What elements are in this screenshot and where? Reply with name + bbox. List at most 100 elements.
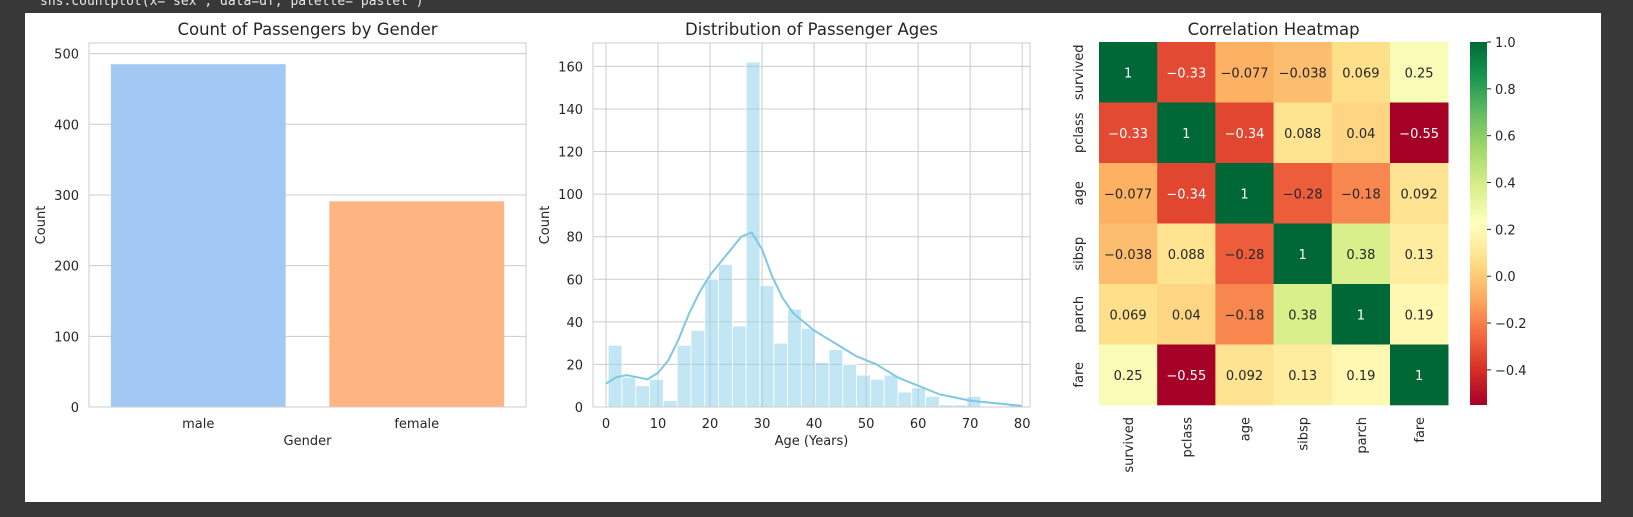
y-axis-label: Count xyxy=(34,206,49,245)
cell-value: 1 xyxy=(1182,127,1190,142)
cell-value: 0.38 xyxy=(1288,308,1317,323)
x-tick-label: fare xyxy=(1413,417,1428,443)
histogram-bar xyxy=(897,391,913,408)
heatmap-cell xyxy=(1390,102,1449,164)
colorbar-tick-label: 1.0 xyxy=(1495,36,1516,51)
histogram-bar xyxy=(814,361,830,408)
histogram-bar xyxy=(759,285,775,408)
y-tick-label: age xyxy=(1072,181,1087,205)
heatmap-cell xyxy=(1099,223,1158,285)
heatmap-cell xyxy=(1390,223,1449,285)
cell-value: −0.038 xyxy=(1279,66,1327,81)
cell-value: 0.38 xyxy=(1346,248,1375,263)
colorbar-tick-label: 0.2 xyxy=(1495,223,1516,238)
heatmap-cell xyxy=(1331,42,1391,103)
cell-value: −0.28 xyxy=(1283,187,1323,202)
cell-value: −0.28 xyxy=(1225,248,1265,263)
histogram-bar xyxy=(869,378,885,408)
plot-frame xyxy=(88,42,527,408)
colorbar-tick-label: 0.4 xyxy=(1495,177,1516,192)
x-tick-label: female xyxy=(394,417,439,432)
heatmap-cell xyxy=(1099,344,1158,406)
cell-value: 0.092 xyxy=(1400,187,1437,202)
y-axis-label: Count xyxy=(538,206,553,245)
cell-value: 1 xyxy=(1240,187,1248,202)
cell-value: 0.069 xyxy=(1109,308,1146,323)
heatmap-cell xyxy=(1390,163,1449,224)
heatmap-cell xyxy=(1157,284,1216,345)
cell-value: −0.55 xyxy=(1166,369,1206,384)
chart-title: Count of Passengers by Gender xyxy=(177,20,437,39)
heatmap-cell xyxy=(1099,284,1158,345)
cell-value: 0.04 xyxy=(1346,127,1375,142)
heatmap-cell xyxy=(1331,284,1391,345)
x-tick-label: pclass xyxy=(1180,417,1195,458)
y-tick-label: 120 xyxy=(558,146,583,161)
heatmap-cell xyxy=(1273,102,1333,164)
heatmap-cell xyxy=(1157,344,1216,406)
y-tick-label: 140 xyxy=(558,103,583,118)
histogram-bar xyxy=(925,395,940,408)
y-tick-label: pclass xyxy=(1072,112,1087,153)
x-tick-label: 70 xyxy=(962,417,979,432)
cell-value: 0.069 xyxy=(1342,66,1379,81)
y-tick-label: 0 xyxy=(575,401,583,416)
y-tick-label: 0 xyxy=(71,401,79,416)
plot-frame xyxy=(592,42,1031,408)
heatmap-cell xyxy=(1157,223,1216,285)
histogram-bar xyxy=(704,278,719,408)
cell-value: 0.19 xyxy=(1346,369,1375,384)
y-tick-label: 200 xyxy=(54,260,79,275)
cell-value: 0.25 xyxy=(1114,369,1143,384)
colorbar-tick-label: 0.8 xyxy=(1495,83,1516,98)
cell-value: 0.19 xyxy=(1405,308,1434,323)
histogram-bar xyxy=(911,387,926,408)
histogram-bar xyxy=(883,374,899,408)
cell-value: −0.077 xyxy=(1220,66,1268,81)
histogram-bar xyxy=(662,400,678,408)
chart-title: Correlation Heatmap xyxy=(1188,20,1360,39)
y-tick-label: 80 xyxy=(566,231,583,246)
cell-value: 1 xyxy=(1415,369,1423,384)
x-tick-label: 20 xyxy=(702,417,719,432)
heatmap-cell xyxy=(1331,223,1391,285)
cell-value: 1 xyxy=(1357,308,1365,323)
kde-line xyxy=(605,231,1023,407)
histogram-bar xyxy=(800,327,816,408)
y-tick-label: 300 xyxy=(54,189,79,204)
x-axis-label: Gender xyxy=(284,434,333,449)
heatmap-cell xyxy=(1157,163,1216,224)
cell-value: 0.13 xyxy=(1405,248,1434,263)
cell-value: 0.13 xyxy=(1288,369,1317,384)
x-tick-label: 30 xyxy=(754,417,771,432)
cell-value: −0.18 xyxy=(1225,308,1265,323)
y-tick-label: fare xyxy=(1072,362,1087,388)
bar-female xyxy=(329,201,505,407)
cell-value: 0.088 xyxy=(1284,127,1321,142)
cell-value: 0.092 xyxy=(1226,369,1263,384)
heatmap-cell xyxy=(1215,284,1274,345)
x-tick-label: sibsp xyxy=(1297,417,1312,451)
heatmap-chart: 1 −0.33 −0.077 −0.038 0.069 0.25 −0.33 1 −0.34 0.… xyxy=(1072,20,1527,473)
x-tick-label: parch xyxy=(1355,417,1370,454)
histogram-bar xyxy=(649,378,664,408)
x-tick-label: survived xyxy=(1122,417,1137,473)
chart-title: Distribution of Passenger Ages xyxy=(685,20,938,39)
x-axis-label: Age (Years) xyxy=(775,434,849,449)
histogram-bar xyxy=(690,329,706,408)
heatmap-cell xyxy=(1215,102,1274,164)
cell-value: 1 xyxy=(1124,66,1132,81)
cell-value: −0.077 xyxy=(1104,187,1152,202)
histogram-bar xyxy=(676,344,692,408)
x-tick-label: age xyxy=(1239,417,1254,441)
cell-value: −0.34 xyxy=(1166,187,1206,202)
heatmap-cell xyxy=(1157,42,1216,103)
heatmap-cell xyxy=(1215,223,1274,285)
cell-value: 1 xyxy=(1299,248,1307,263)
histogram-bar xyxy=(773,342,788,408)
x-tick-label: 10 xyxy=(650,417,667,432)
y-tick-label: parch xyxy=(1072,296,1087,333)
histogram-bar xyxy=(828,349,844,408)
heatmap-cell xyxy=(1215,344,1274,406)
